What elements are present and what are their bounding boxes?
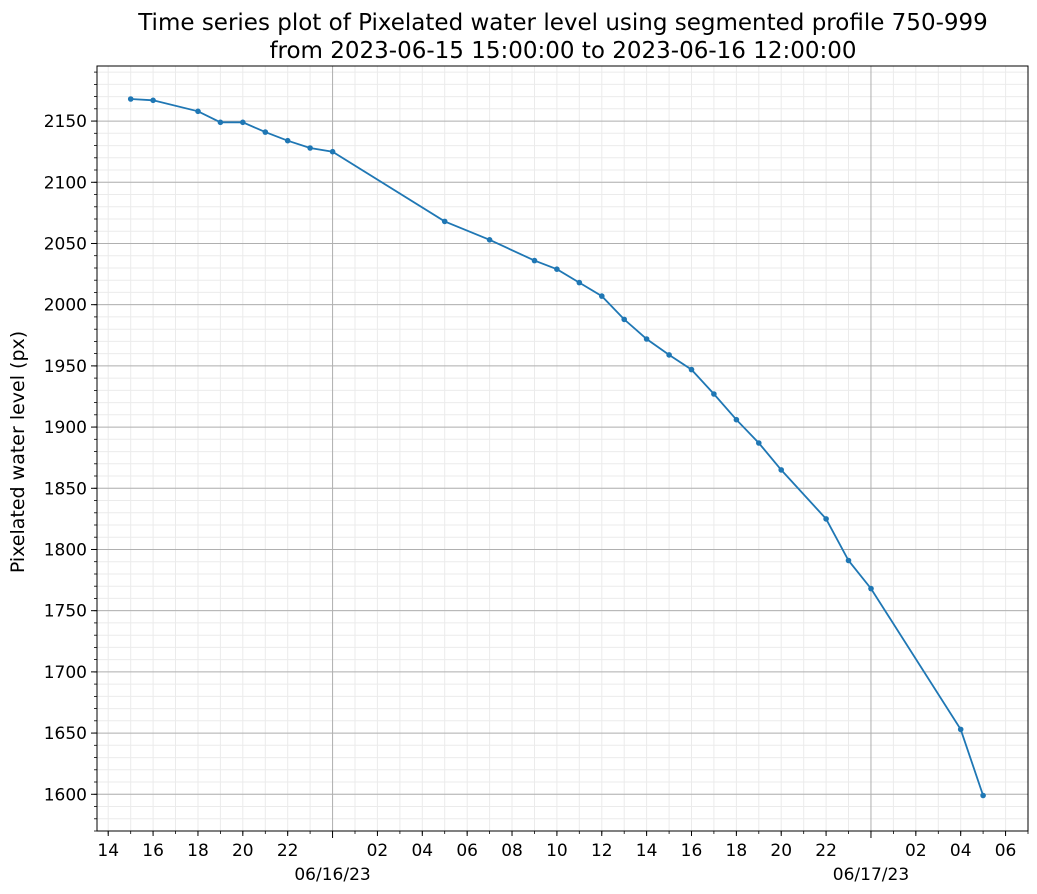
x-date-label: 06/16/23 [294,865,370,885]
data-point [284,137,291,144]
y-tick-label: 1600 [44,785,87,805]
data-point [486,237,493,243]
data-point [127,96,134,102]
data-point [195,108,201,115]
x-tick-label: 20 [770,841,792,861]
x-tick-label: 18 [726,841,748,861]
data-point [868,585,874,592]
x-tick-label: 06 [456,841,478,861]
x-tick-label: 14 [97,841,119,861]
chart-title-line1: Time series plot of Pixelated water leve… [137,10,988,36]
x-tick-label: 14 [636,841,658,861]
data-point [307,145,313,151]
x-tick-label: 18 [187,841,209,861]
data-point [441,218,448,225]
data-point [643,336,650,342]
y-tick-label: 2100 [44,173,87,193]
y-axis: 1600 1650 1700 1750 1800 1850 1900 1950 2000 2050… [44,71,97,832]
chart-title-line2: from 2023-06-15 15:00:00 to 2023-06-16 1… [269,38,856,64]
y-axis-label: Pixelated water level (px) [7,331,29,573]
data-point [845,557,852,564]
y-tick-label: 2050 [44,234,87,254]
data-point [823,516,829,522]
data-point [957,726,964,733]
data-point [756,440,762,446]
data-point [262,129,269,135]
major-grid [97,66,1028,831]
y-tick-label: 1750 [44,602,87,622]
y-tick-label: 1850 [44,479,87,499]
y-tick-label: 1700 [44,663,87,683]
data-point [688,366,695,373]
plot-frame [96,65,1029,832]
data-point [599,293,605,299]
x-tick-label: 04 [411,841,433,861]
y-tick-label: 1950 [44,357,87,377]
x-tick-label: 22 [277,841,299,861]
x-tick-label: 20 [232,841,254,861]
x-tick-label: 02 [367,841,389,861]
data-point [217,119,224,126]
x-tick-label: 16 [681,841,703,861]
data-point [621,316,627,323]
data-point [150,97,156,104]
data-point [733,416,740,423]
x-axis: 06/16/23 06/17/23 14 16 18 20 22 02 04 06 08 10 12 14… [97,831,1029,885]
series-line [130,98,984,796]
x-date-label: 06/17/23 [833,865,909,885]
series-layer [127,96,986,799]
y-tick-label: 1650 [44,724,87,744]
data-point [240,119,246,126]
data-point [576,279,583,286]
data-point [531,257,538,264]
x-tick-label: 10 [546,841,568,861]
y-tick-label: 1800 [44,540,87,560]
y-tick-label: 2000 [44,296,87,316]
data-point [666,352,672,358]
x-tick-label: 16 [142,841,164,861]
y-tick-label: 1900 [44,418,87,438]
data-point [980,792,986,799]
x-tick-label: 22 [815,841,837,861]
x-tick-label: 08 [501,841,523,861]
x-tick-label: 04 [950,841,972,861]
y-tick-label: 2150 [44,112,87,132]
x-tick-label: 06 [995,841,1017,861]
data-point [711,391,717,397]
x-tick-label: 12 [591,841,613,861]
x-tick-label: 02 [905,841,927,861]
data-point [329,148,336,155]
data-point [778,467,784,473]
data-point [554,266,560,273]
